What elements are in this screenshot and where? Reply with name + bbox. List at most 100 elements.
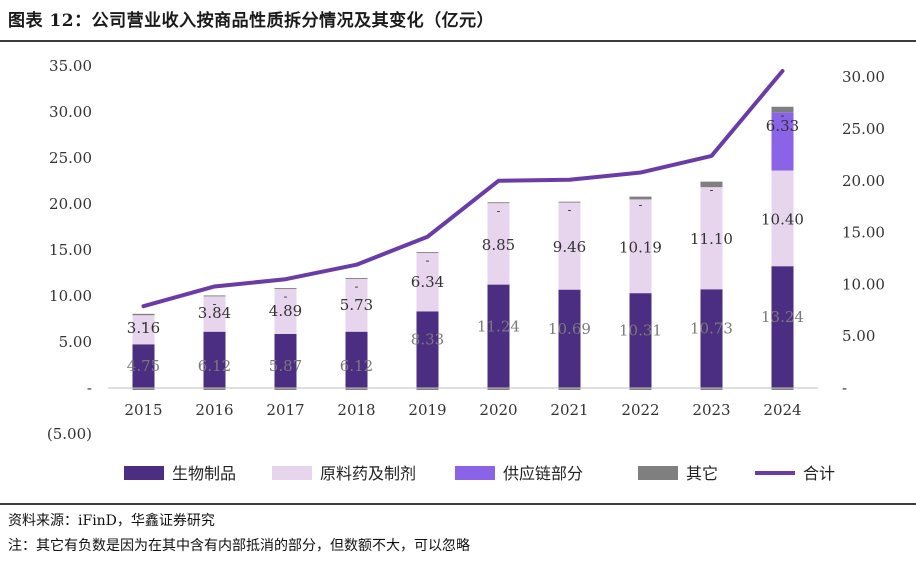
data-label-api: 5.73 xyxy=(340,296,373,314)
data-label-bio: 5.87 xyxy=(269,357,302,375)
right-axis-tick-label: 30.00 xyxy=(842,68,885,86)
left-axis-tick-label: 10.00 xyxy=(49,287,92,305)
data-label-other: - xyxy=(497,204,501,217)
data-label-bio: 10.31 xyxy=(619,322,662,340)
bar-segment-other-negative xyxy=(416,388,439,390)
x-tick-label: 2022 xyxy=(621,401,659,419)
stacked-bar-line-chart: (5.00) - 5.00 10.00 15.00 20.00 25.00 30.00 35.0… xyxy=(47,57,885,483)
x-tick-label: 2017 xyxy=(266,401,304,419)
source-note: 资料来源：iFinD，华鑫证券研究 xyxy=(8,513,215,529)
x-tick-label: 2016 xyxy=(195,401,233,419)
bar-segment-other xyxy=(274,288,297,290)
legend-swatch xyxy=(638,466,678,480)
x-tick-label: 2019 xyxy=(408,401,446,419)
bar-segment-other-negative xyxy=(345,388,368,390)
bar-segment-other xyxy=(345,278,368,279)
x-tick-label: 2024 xyxy=(763,401,801,419)
data-label-other: - xyxy=(710,184,714,197)
bar-segment-api xyxy=(487,203,510,285)
legend-label: 供应链部分 xyxy=(503,464,583,483)
legend-swatch xyxy=(455,466,495,480)
bar-segment-other xyxy=(629,196,652,200)
left-axis-tick-label: 25.00 xyxy=(49,149,92,167)
left-axis-tick-label: 20.00 xyxy=(49,195,92,213)
right-axis-tick-label: - xyxy=(842,379,847,397)
x-tick-label: 2023 xyxy=(692,401,730,419)
bar-segment-api xyxy=(558,202,581,290)
data-label-bio: 11.24 xyxy=(477,317,520,335)
bar-segment-other xyxy=(416,252,439,254)
bar-segment-other xyxy=(700,181,723,188)
bar-segment-other xyxy=(771,106,794,113)
data-label-api: 3.84 xyxy=(198,304,231,322)
bar-segment-bio xyxy=(274,333,297,388)
data-label-api: 4.89 xyxy=(269,302,302,320)
bar-segment-api xyxy=(203,296,226,332)
total-line xyxy=(141,68,785,309)
bar-segment-api xyxy=(274,289,297,334)
data-label-api: 10.19 xyxy=(619,238,662,256)
bar-segment-other-negative xyxy=(132,388,155,390)
right-axis-tick-label: 10.00 xyxy=(842,275,885,293)
left-axis-tick-label: - xyxy=(87,379,92,397)
bar-segment-other-negative xyxy=(771,388,794,390)
bar-segment-bio xyxy=(487,284,510,388)
data-label-api: 6.34 xyxy=(411,273,444,291)
data-label-api: 9.46 xyxy=(553,238,586,256)
bar-segment-bio xyxy=(700,289,723,388)
bar-segment-api xyxy=(771,170,794,267)
data-label-bio: 6.12 xyxy=(340,357,373,375)
bar-segment-supply xyxy=(771,112,794,171)
data-label-api: 3.16 xyxy=(127,319,160,337)
bar-segment-api xyxy=(132,315,155,345)
data-label-bio: 10.73 xyxy=(690,320,733,338)
top-rule xyxy=(0,40,916,42)
bar-segment-api xyxy=(629,199,652,294)
left-axis-tick-label: 5.00 xyxy=(59,333,92,351)
bar-segment-api xyxy=(345,278,368,332)
data-label-api: 8.85 xyxy=(482,236,515,254)
data-label-other: - xyxy=(355,280,359,293)
data-label-bio: 10.69 xyxy=(548,320,591,338)
x-tick-label: 2021 xyxy=(550,401,588,419)
chart-title: 图表 12：公司营业收入按商品性质拆分情况及其变化（亿元） xyxy=(8,11,495,31)
right-axis-tick-label: 5.00 xyxy=(842,327,875,345)
left-axis-tick-label: (5.00) xyxy=(47,425,92,443)
bar-segment-api xyxy=(416,253,439,312)
bar-segment-bio xyxy=(416,311,439,388)
data-label-other: - xyxy=(568,204,572,217)
bar-segment-other-negative xyxy=(203,388,226,390)
legend-label: 合计 xyxy=(803,464,835,483)
x-tick-label: 2015 xyxy=(124,401,162,419)
data-label-api: 11.10 xyxy=(690,230,733,248)
bar-segment-other xyxy=(558,201,581,203)
legend-label: 其它 xyxy=(686,464,718,483)
legend-label: 原料药及制剂 xyxy=(320,464,416,483)
right-axis-tick-label: 20.00 xyxy=(842,172,885,190)
data-label-supply: 6.33 xyxy=(766,117,799,135)
right-axis-tick-label: 25.00 xyxy=(842,120,885,138)
bar-segment-other xyxy=(203,295,226,297)
data-label-other: - xyxy=(284,290,288,303)
bar-segment-bio xyxy=(558,289,581,388)
data-label-bio: 4.75 xyxy=(127,357,160,375)
x-tick-label: 2018 xyxy=(337,401,375,419)
right-axis-tick-label: 15.00 xyxy=(842,224,885,242)
data-label-api: 10.40 xyxy=(761,210,804,228)
data-label-other: - xyxy=(781,109,785,122)
data-label-bio: 6.12 xyxy=(198,357,231,375)
left-axis-tick-label: 30.00 xyxy=(49,103,92,121)
bottom-rule xyxy=(0,503,916,505)
bar-segment-bio xyxy=(629,293,652,388)
data-label-other: - xyxy=(142,316,146,329)
bar-segment-other-negative xyxy=(629,388,652,390)
bar-segment-other xyxy=(487,202,510,204)
data-label-bio: 8.33 xyxy=(411,331,444,349)
left-axis-tick-label: 15.00 xyxy=(49,241,92,259)
data-label-other: - xyxy=(639,199,643,212)
legend-label: 生物制品 xyxy=(172,464,236,483)
bar-segment-bio xyxy=(203,331,226,388)
footnote: 注：其它有负数是因为在其中含有内部抵消的部分，但数额不大，可以忽略 xyxy=(8,538,470,554)
bar-segment-bio xyxy=(345,331,368,388)
bar-segment-bio xyxy=(771,266,794,388)
